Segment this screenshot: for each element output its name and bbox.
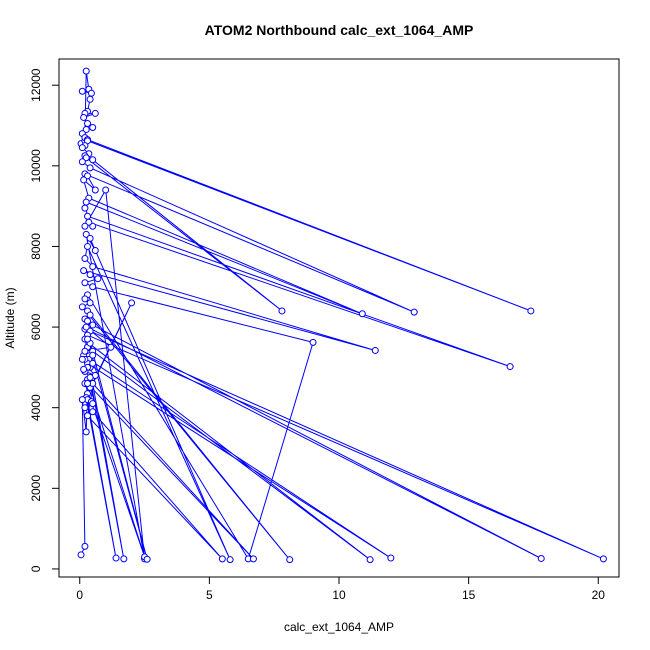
x-tick-label: 15: [462, 588, 476, 602]
data-point: [86, 271, 94, 279]
data-point: [78, 144, 86, 152]
data-point: [81, 542, 89, 550]
data-point: [218, 555, 226, 563]
data-point: [81, 295, 89, 303]
data-point: [86, 95, 94, 103]
data-point: [78, 303, 86, 311]
y-tick-label: 10000: [29, 149, 43, 183]
y-axis-label: Altitude (m): [3, 287, 17, 348]
x-axis: 0 5 10 15 20: [76, 576, 606, 602]
data-point: [86, 373, 94, 381]
data-point: [84, 119, 92, 127]
data-point: [89, 263, 97, 271]
data-point: [537, 554, 545, 562]
data-point: [80, 176, 88, 184]
data-point: [84, 317, 92, 325]
data-point: [599, 555, 607, 563]
data-point: [78, 87, 86, 95]
data-point: [81, 204, 89, 212]
y-tick-label: 4000: [29, 394, 43, 421]
data-point: [120, 555, 128, 563]
data-point: [86, 234, 94, 242]
data-point: [506, 363, 514, 371]
data-point: [81, 222, 89, 230]
y-tick-label: 12000: [29, 68, 43, 102]
data-point: [366, 556, 374, 564]
data-point: [78, 158, 86, 166]
data-point: [82, 198, 90, 206]
data-point: [77, 551, 85, 559]
y-tick-label: 0: [29, 565, 43, 572]
data-point: [82, 323, 90, 331]
data-point: [371, 346, 379, 354]
data-point: [286, 556, 294, 564]
data-point: [86, 311, 94, 319]
data-point: [89, 400, 97, 408]
x-tick-label: 20: [592, 588, 606, 602]
y-tick-label: 2000: [29, 475, 43, 502]
data-point: [86, 164, 94, 172]
data-point: [84, 242, 92, 250]
data-point: [80, 365, 88, 373]
data-point: [387, 554, 395, 562]
data-point: [91, 109, 99, 117]
data-point: [82, 67, 90, 75]
x-tick-label: 0: [76, 588, 83, 602]
data-point: [278, 307, 286, 315]
y-axis: 0 2000 4000 6000 8000 10000 12000: [29, 68, 60, 572]
data-point: [89, 359, 97, 367]
x-axis-label: calc_ext_1064_AMP: [284, 620, 394, 634]
data-point: [89, 283, 97, 291]
data-point: [91, 246, 99, 254]
data-point: [89, 408, 97, 416]
x-tick-label: 5: [206, 588, 213, 602]
data-point: [107, 343, 115, 351]
data-point: [81, 255, 89, 263]
data-point: [249, 555, 257, 563]
data-point: [309, 338, 317, 346]
data-point: [84, 212, 92, 220]
data-point: [82, 428, 90, 436]
data-point: [226, 556, 234, 564]
data-point: [78, 355, 86, 363]
data-point: [86, 299, 94, 307]
data-point: [128, 299, 136, 307]
data-point: [81, 347, 89, 355]
data-point: [84, 380, 92, 388]
data-point: [89, 351, 97, 359]
data-point: [89, 124, 97, 132]
data-point: [527, 307, 535, 315]
data-point: [78, 396, 86, 404]
data-point: [112, 554, 120, 562]
y-tick-label: 8000: [29, 233, 43, 260]
data-point: [80, 267, 88, 275]
data-point: [81, 279, 89, 287]
data-point: [358, 310, 366, 318]
data-point: [81, 404, 89, 412]
x-tick-label: 10: [332, 588, 346, 602]
data-point: [89, 156, 97, 164]
data-point: [80, 113, 88, 121]
chart-title: ATOM2 Northbound calc_ext_1064_AMP: [205, 22, 474, 38]
data-point: [410, 308, 418, 316]
data-point: [91, 186, 99, 194]
data-point: [102, 186, 110, 194]
plot-frame: [58, 58, 620, 578]
data-point: [84, 335, 92, 343]
y-tick-label: 6000: [29, 313, 43, 340]
data-point: [143, 555, 151, 563]
data-point: [87, 89, 95, 97]
series-line: [80, 71, 604, 561]
data-point: [84, 412, 92, 420]
series-group: [77, 67, 607, 564]
data-point: [94, 275, 102, 283]
